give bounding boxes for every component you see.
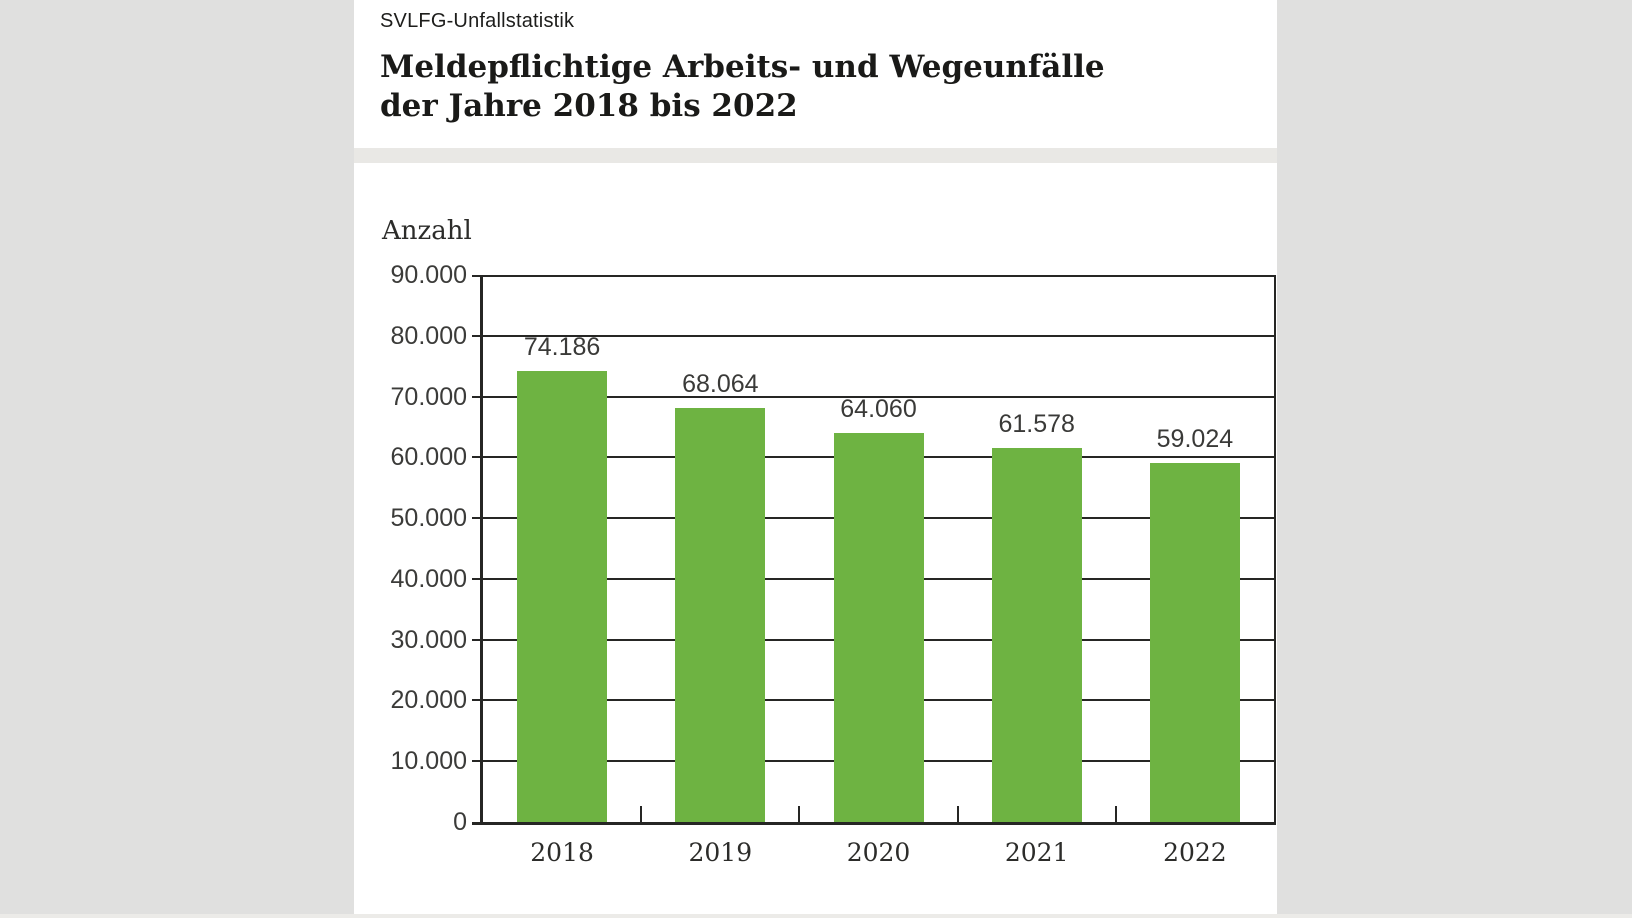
x-category-label-2020: 2020 [846,838,911,867]
y-tick-label-20.000: 20.000 [390,686,467,715]
bar-value-2020: 64.060 [840,394,917,423]
bar-2021 [991,447,1082,822]
y-tick-label-30.000: 30.000 [390,625,467,654]
y-tick-label-80.000: 80.000 [390,321,467,350]
y-tick-label-70.000: 70.000 [390,382,467,411]
chart-title-line-1: Meldepflichtige Arbeits- und Wegeunfälle [380,49,1105,85]
gridline-70.000 [472,395,1274,398]
y-tick-label-90.000: 90.000 [390,261,467,289]
y-tick-label-50.000: 50.000 [390,504,467,533]
x-boundary-tick-4 [1114,806,1117,822]
content-card: SVLFG-Unfallstatistik Meldepflichtige Ar… [354,0,1277,918]
bar-value-2022: 59.024 [1156,425,1234,454]
y-tick-label-0: 0 [453,808,467,836]
x-category-label-2021: 2021 [1004,838,1069,867]
bar-value-2018: 74.186 [523,333,601,362]
gridline-90.000 [472,275,1274,277]
zero-tick-stub [472,822,483,825]
x-boundary-tick-2 [798,806,801,822]
chart-kicker: SVLFG-Unfallstatistik [380,10,575,32]
bar-value-2021: 61.578 [998,409,1075,438]
bar-2020 [833,432,924,822]
chart-title-line-2: der Jahre 2018 bis 2022 [380,88,798,124]
bar-value-2019: 68.064 [682,370,759,399]
y-tick-label-60.000: 60.000 [390,443,467,472]
plot-area: 0 10.000 20.000 30.000 40.000 50.000 60.000 70.… [391,261,1276,867]
bar-2022 [1149,463,1240,822]
y-axis-title: Anzahl [382,216,472,246]
x-category-label-2022: 2022 [1163,838,1227,867]
gridline-80.000 [472,334,1274,337]
bar-2018 [517,371,608,822]
y-tick-label-40.000: 40.000 [390,564,467,593]
y-tick-label-10.000: 10.000 [390,747,467,776]
chart-title: Meldepflichtige Arbeits- und Wegeunfälle… [380,48,1105,126]
bar-2019 [675,408,766,822]
bottom-strip [0,914,1632,918]
x-category-label-2019: 2019 [688,838,753,867]
x-category-label-2018: 2018 [530,838,594,867]
x-boundary-tick-1 [640,806,643,822]
divider-band [354,148,1277,163]
x-boundary-tick-3 [956,806,959,822]
